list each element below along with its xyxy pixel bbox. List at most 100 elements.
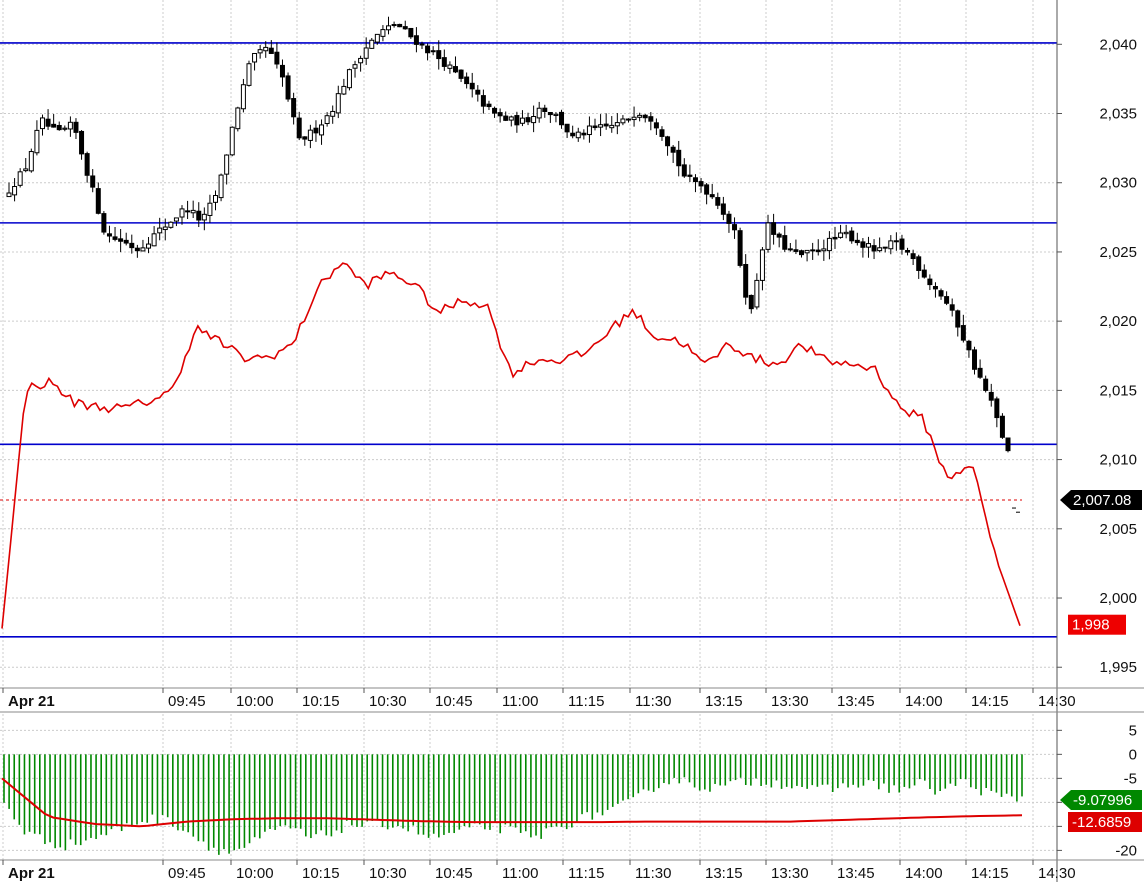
candle-body [469, 82, 475, 90]
candle [865, 236, 871, 258]
x-axis-price-tick-label: 10:15 [302, 693, 340, 710]
x-axis-price-tick-label: 13:30 [771, 693, 809, 710]
candle-body [799, 250, 805, 256]
candle [514, 111, 520, 133]
candle [17, 168, 23, 188]
candle [955, 309, 961, 337]
candle [536, 101, 542, 123]
candle-body [910, 253, 916, 260]
candle [274, 42, 280, 69]
candle-body [514, 115, 520, 126]
candle-body [106, 233, 112, 237]
y-axis-osc-tick-label: 5 [1129, 722, 1137, 739]
indicator-lines [1, 262, 1023, 828]
x-axis-price-tick-label: Apr 21 [8, 693, 55, 710]
candle [681, 158, 687, 178]
candle [95, 182, 101, 215]
x-axis-price-tick-label: 13:15 [705, 693, 743, 710]
candle-body [849, 230, 855, 242]
candle-body [720, 203, 726, 215]
oscillator-signal-line [1, 777, 1023, 828]
candle-body [151, 233, 157, 247]
candle [67, 116, 73, 137]
candle [983, 375, 989, 393]
candle [380, 25, 386, 42]
candle-body [475, 89, 481, 95]
x-axis-price-tick-label: 14:00 [905, 693, 943, 710]
candle-body [112, 236, 118, 240]
candle [949, 298, 955, 317]
candle-body [598, 124, 604, 128]
candle [106, 225, 112, 243]
oscillator-histogram [3, 754, 1023, 855]
candle-body [335, 93, 341, 114]
x-axis-price-tick-label: 11:15 [568, 693, 604, 710]
candle [899, 234, 905, 255]
candle-body [386, 25, 392, 31]
y-axis-price-tick-label: 2,040 [1099, 36, 1137, 53]
candle [525, 112, 531, 126]
candle-body [129, 242, 135, 249]
candle [207, 194, 213, 223]
candle [877, 237, 883, 253]
candle-body [653, 122, 659, 129]
x-axis-osc-tick-label: 14:00 [905, 865, 943, 882]
x-axis-osc-tick-label: Apr 21 [8, 865, 55, 882]
candle-body [782, 235, 788, 250]
candle [363, 37, 369, 65]
candle [854, 232, 860, 246]
candle-body [374, 33, 380, 43]
x-axis-price-tick-label: 11:30 [635, 693, 671, 710]
candle-body [319, 124, 325, 136]
candle [570, 125, 576, 139]
candle [79, 130, 85, 160]
candle [146, 237, 152, 254]
candle [90, 169, 96, 193]
candle [441, 49, 447, 71]
candle-body [168, 221, 174, 228]
candle [452, 56, 458, 74]
candle [765, 214, 771, 253]
candle [581, 129, 587, 140]
histogram-last-badge: -9.07996 [1060, 790, 1142, 810]
candle-body [492, 107, 498, 114]
candle-body [988, 391, 994, 401]
y-axis-osc-tick-label: 0 [1129, 746, 1137, 763]
candle-body [692, 177, 698, 183]
candle [709, 183, 715, 200]
candle-body [888, 240, 894, 250]
candle-body [815, 249, 821, 253]
candle [39, 114, 45, 136]
candle-body [229, 126, 235, 156]
candle [715, 192, 721, 210]
candle [436, 40, 442, 70]
candle-body [960, 325, 966, 341]
candle [698, 178, 704, 193]
candle [793, 239, 799, 255]
candle-body [620, 118, 626, 124]
candle [218, 173, 224, 202]
candle [212, 190, 218, 211]
candle-body [821, 248, 827, 252]
candle [508, 115, 514, 127]
candle-body [564, 123, 570, 133]
candle [257, 45, 263, 59]
candle [871, 239, 877, 260]
candle [782, 225, 788, 252]
candle-body [625, 118, 631, 121]
candle-body [709, 194, 715, 198]
candle-body [905, 250, 911, 253]
candle [279, 59, 285, 87]
x-axis-osc-tick-label: 09:45 [168, 865, 206, 882]
candle-body [921, 269, 927, 278]
candle [748, 294, 754, 314]
candle-body [508, 116, 514, 121]
candle [586, 116, 592, 143]
candle-body [425, 45, 431, 54]
candle [542, 104, 548, 118]
candle-body [90, 175, 96, 188]
candle-body [614, 122, 620, 127]
candle-body [665, 136, 671, 147]
candle [799, 249, 805, 258]
candle-body [157, 227, 163, 234]
